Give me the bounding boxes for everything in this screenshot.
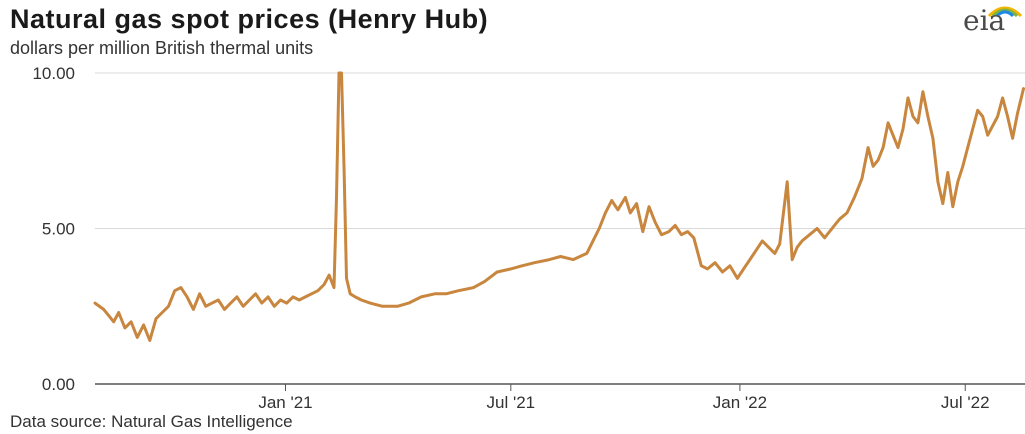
x-tick-label: Jul '22 [941,393,990,412]
y-tick-label: 10.00 [32,64,75,83]
x-axis-ticks: Jan '21 Jul '21 Jan '22 Jul '22 [258,384,990,412]
logo-text: eia [963,4,1006,37]
x-tick-label: Jul '21 [487,393,536,412]
x-tick-label: Jan '22 [713,393,767,412]
data-source-note: Data source: Natural Gas Intelligence [10,412,293,431]
y-tick-label: 0.00 [42,375,75,394]
series-line-henry-hub [93,71,1025,342]
grid-lines [95,72,1025,385]
logo-arcs-icon [987,6,1023,18]
y-tick-label: 5.00 [42,220,75,239]
x-tick-label: Jan '21 [258,393,312,412]
y-axis-ticks: 0.00 5.00 10.00 [32,64,75,394]
chart-subtitle: dollars per million British thermal unit… [10,38,314,58]
eia-logo: eia [949,2,1023,42]
chart-title: Natural gas spot prices (Henry Hub) [10,4,489,34]
